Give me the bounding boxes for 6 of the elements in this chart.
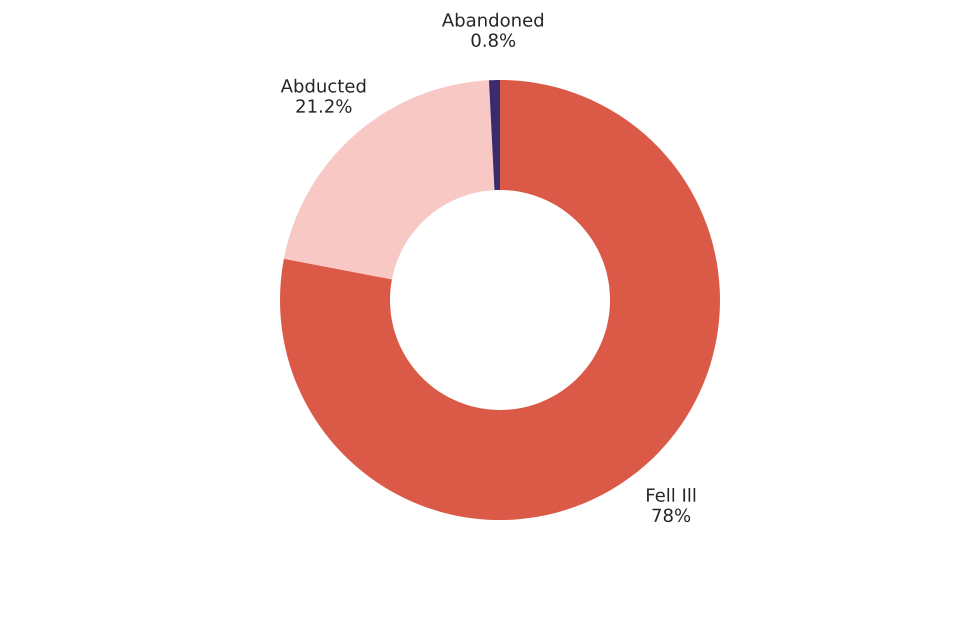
slice-label: Abandoned bbox=[442, 12, 544, 27]
slice-label: Fell Ill bbox=[647, 488, 696, 502]
data-label: 21.2% bbox=[296, 99, 352, 113]
slice-label: Abducted bbox=[280, 78, 366, 93]
data-label: 0.8% bbox=[472, 33, 516, 48]
data-label: 78% bbox=[652, 508, 690, 522]
